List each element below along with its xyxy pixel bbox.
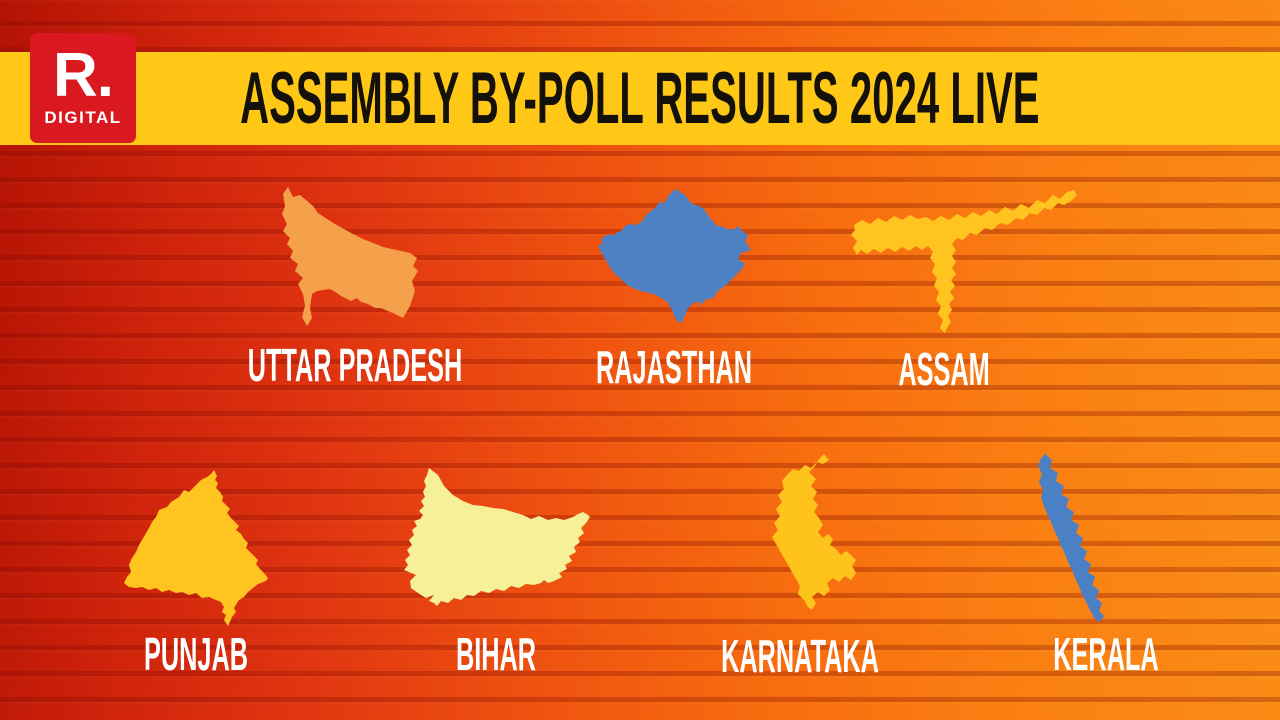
assam-map (851, 190, 1077, 333)
rajasthan-map (598, 189, 751, 323)
assam-shape (851, 190, 1077, 333)
logo-digital-text: DIGITAL (44, 108, 122, 127)
label-uttar-pradesh: UTTAR PRADESH (247, 339, 463, 391)
kerala-shape (1038, 454, 1104, 622)
kerala-map (1038, 454, 1104, 622)
bihar-map (404, 468, 590, 606)
rajasthan-shape (598, 189, 751, 323)
karnataka-shape (772, 454, 856, 610)
karnataka-map (772, 454, 856, 610)
label-bihar: BIHAR (455, 628, 537, 680)
punjab-shape (124, 470, 268, 626)
label-assam: ASSAM (898, 343, 990, 395)
label-karnataka: KARNATAKA (721, 630, 879, 682)
label-punjab: PUNJAB (143, 628, 249, 680)
republic-digital-logo: R. DIGITAL (30, 33, 136, 143)
title-banner: ASSEMBLY BY-POLL RESULTS 2024 LIVE (0, 52, 1280, 145)
logo-r-mark: R. (53, 41, 114, 110)
uttar-pradesh-shape (282, 187, 418, 326)
bihar-shape (404, 468, 590, 606)
label-rajasthan: RAJASTHAN (595, 341, 753, 393)
label-kerala: KERALA (1053, 628, 1159, 680)
punjab-map (124, 470, 268, 626)
uttar-pradesh-map (282, 187, 418, 326)
page-title: ASSEMBLY BY-POLL RESULTS 2024 LIVE (240, 58, 1040, 139)
